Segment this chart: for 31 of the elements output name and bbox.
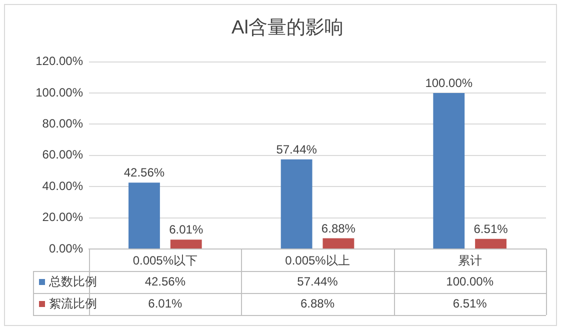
- y-tick-label: 100.00%: [36, 85, 84, 100]
- data-label: 6.88%: [300, 296, 335, 310]
- text: 6.01%: [169, 222, 204, 237]
- text: 57.44%: [276, 142, 317, 156]
- y-tick-label: 40.00%: [42, 178, 84, 193]
- text: 6.51%: [474, 222, 508, 236]
- bar: [128, 182, 160, 248]
- x-tick-label: 0.005%以下: [132, 254, 198, 268]
- bar: [170, 240, 202, 248]
- y-tick-label: 80.00%: [42, 116, 84, 131]
- bar: [475, 238, 506, 248]
- y-tick-label: 120.00%: [36, 54, 84, 68]
- bar: [322, 238, 354, 248]
- x-tick-label: 累计: [458, 254, 482, 268]
- bar: [433, 93, 465, 248]
- legend-label: 总数比例: [48, 274, 97, 288]
- text: 42.56%: [124, 166, 165, 180]
- text: 6.88%: [321, 221, 356, 236]
- data-label: 6.51%: [452, 296, 488, 310]
- text: 100.00%: [425, 76, 473, 90]
- y-tick-label: 60.00%: [42, 148, 84, 162]
- legend-label: 絮流比例: [49, 296, 97, 310]
- y-tick-label: 20.00%: [42, 210, 84, 224]
- data-label: 6.01%: [148, 296, 183, 310]
- chart-title: Al含量的影响: [232, 18, 344, 39]
- y-tick-label: 0.00%: [48, 241, 84, 256]
- data-label: 57.44%: [297, 274, 338, 288]
- data-label: 100.00%: [446, 274, 494, 288]
- data-label: 42.56%: [144, 274, 186, 288]
- bar: [280, 159, 312, 248]
- x-tick-label: 0.005%以上: [285, 254, 350, 268]
